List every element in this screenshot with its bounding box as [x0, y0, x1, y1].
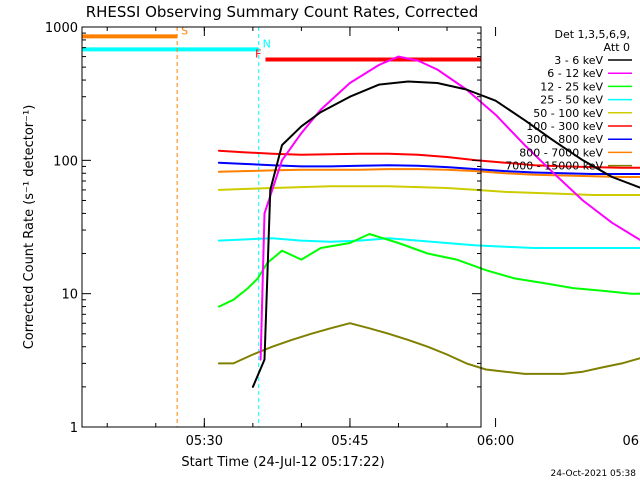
chart-title: RHESSI Observing Summary Count Rates, Co…	[86, 3, 479, 21]
series-line-6	[217, 161, 640, 175]
legend-entry-label: 25 - 50 keV	[540, 94, 603, 107]
legend-entry-label: 300 - 800 keV	[526, 133, 603, 146]
y-axis: 1 10 100 1000	[45, 21, 481, 436]
legend-title-line2: Att 0	[604, 41, 630, 54]
series-line-5	[217, 149, 640, 169]
series-lines	[217, 55, 640, 388]
x-axis-label: Start Time (24-Jul-12 05:17:22)	[181, 455, 384, 470]
y-axis-label: Corrected Count Rate (s⁻¹ detector⁻¹)	[22, 105, 37, 350]
y-tick-label: 1	[70, 421, 78, 436]
legend-entry-label: 800 - 7000 keV	[519, 146, 603, 159]
plot-frame	[81, 26, 482, 428]
legend-entry-label: 3 - 6 keV	[554, 54, 603, 67]
x-tick-label: 06:00	[477, 434, 514, 449]
legend-entry-label: 100 - 300 keV	[526, 120, 603, 133]
legend-entry-label: 50 - 100 keV	[533, 107, 603, 120]
flag-label-n: N	[263, 37, 271, 50]
flag-label-f: F	[255, 48, 261, 61]
x-tick-label: 06:15	[622, 434, 640, 449]
series-line-2	[217, 233, 640, 308]
legend-entry-label: 7000 - 15000 keV	[505, 160, 603, 173]
legend-title-line1: Det 1,3,5,6,9,	[554, 28, 630, 41]
y-tick-label: 100	[53, 154, 78, 169]
time-markers	[176, 27, 260, 427]
x-tick-label: 05:45	[331, 434, 368, 449]
series-line-3	[217, 237, 640, 249]
flag-label-s: S	[181, 24, 188, 37]
series-line-1	[259, 55, 640, 361]
series-line-7	[217, 168, 640, 178]
x-tick-label: 05:30	[186, 434, 223, 449]
y-tick-label: 1000	[45, 21, 78, 36]
y-tick-label: 10	[61, 288, 78, 303]
series-line-8	[217, 322, 640, 375]
series-line-4	[217, 185, 640, 196]
generation-timestamp: 24-Oct-2021 05:38	[551, 469, 637, 479]
legend-entry-label: 6 - 12 keV	[547, 67, 603, 80]
flag-bars: S NF	[82, 24, 481, 62]
legend-entry-label: 12 - 25 keV	[540, 80, 603, 93]
series-line-0	[251, 80, 640, 388]
